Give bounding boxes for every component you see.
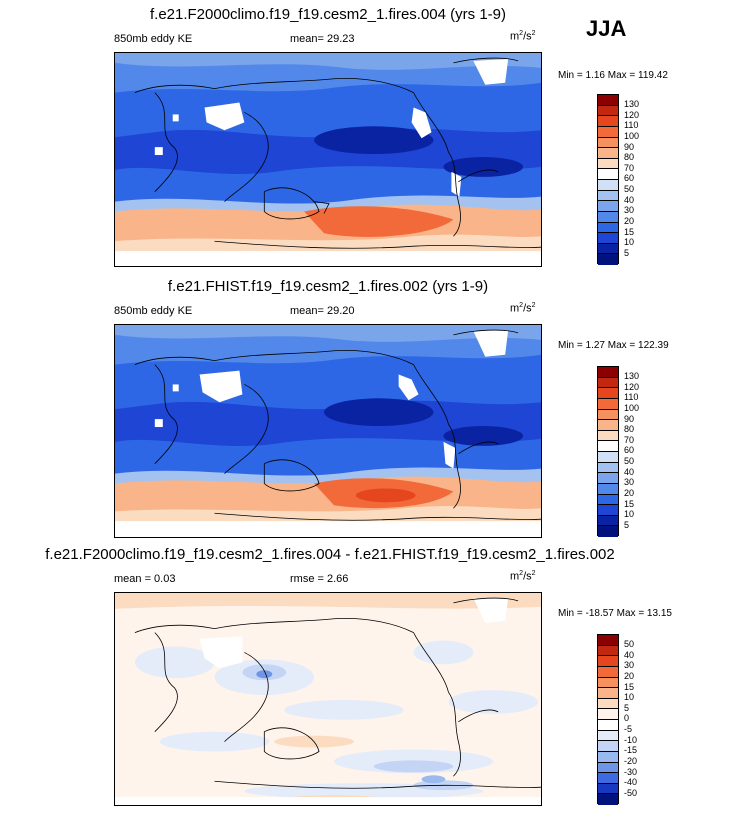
panel2-title: f.e21.FHIST.f19_f19.cesm2_1.fires.002 (y… bbox=[167, 278, 489, 295]
panel1-colorbar bbox=[597, 94, 619, 265]
panel3-minmax: Min = -18.57 Max = 13.15 bbox=[558, 608, 672, 619]
panel2-level: 30 bbox=[624, 477, 635, 488]
panel1-variable: 850mb eddy KE bbox=[114, 33, 193, 45]
panel3-map-svg bbox=[115, 593, 541, 805]
panel2-level: 80 bbox=[624, 424, 635, 435]
panel2-map-svg bbox=[115, 325, 541, 537]
panel3-level: -5 bbox=[624, 724, 633, 734]
panel2-level: 100 bbox=[624, 402, 640, 413]
panel1-level: 60 bbox=[624, 173, 635, 184]
panel1-level: 50 bbox=[624, 184, 635, 194]
panel3-level: 20 bbox=[624, 670, 635, 681]
panel3-colorbar bbox=[597, 634, 619, 805]
panel2-units: m2/s2 bbox=[510, 302, 536, 315]
panel3-level: -15 bbox=[624, 745, 638, 756]
season-label: JJA bbox=[586, 16, 627, 41]
panel2-level: 20 bbox=[624, 487, 635, 498]
panel3-level: 5 bbox=[624, 702, 630, 713]
panel1-level: 100 bbox=[624, 130, 640, 141]
panel1-level: 130 bbox=[624, 99, 640, 109]
panel2-map bbox=[114, 324, 542, 538]
panel2-level: 110 bbox=[624, 392, 639, 403]
panel3-rmse: rmse = 2.66 bbox=[290, 573, 349, 585]
panel3-level: -50 bbox=[624, 787, 638, 798]
panel1-title: f.e21.F2000climo.f19_f19.cesm2_1.fires.0… bbox=[149, 6, 506, 23]
panel1-level: 90 bbox=[624, 141, 635, 152]
panel1-level: 70 bbox=[624, 162, 635, 173]
panel3-level: -10 bbox=[624, 734, 638, 745]
panel1-level: 10 bbox=[624, 237, 635, 248]
panel3-level: 0 bbox=[624, 713, 630, 724]
panel2-variable: 850mb eddy KE bbox=[114, 305, 193, 317]
panel3-mean: mean = 0.03 bbox=[114, 573, 176, 585]
panel2-level: 90 bbox=[624, 413, 635, 424]
panel2-minmax: Min = 1.27 Max = 122.39 bbox=[558, 340, 669, 351]
panel3-units: m2/s2 bbox=[510, 570, 536, 583]
panel1-mean: mean= 29.23 bbox=[290, 33, 355, 45]
panel2-mean: mean= 29.20 bbox=[290, 305, 355, 317]
panel1-minmax: Min = 1.16 Max = 119.42 bbox=[558, 70, 668, 81]
panel3-level: -40 bbox=[624, 777, 638, 788]
panel1-level: 30 bbox=[624, 205, 635, 216]
panel3-level: 15 bbox=[624, 681, 635, 692]
panel1-level: 15 bbox=[624, 226, 635, 237]
panel2-colorbar bbox=[597, 366, 619, 537]
panel3-level: 30 bbox=[624, 660, 635, 671]
panel3-level: 40 bbox=[624, 649, 635, 660]
panel3-level: 50 bbox=[624, 639, 635, 649]
panel1-level: 120 bbox=[624, 109, 640, 120]
panel3-level: 10 bbox=[624, 692, 635, 703]
panel2-level: 60 bbox=[624, 445, 635, 456]
panel2-level: 50 bbox=[624, 456, 635, 466]
panel1-units: m2/s2 bbox=[510, 30, 536, 43]
panel2-level: 10 bbox=[624, 509, 635, 520]
panel3-level: -20 bbox=[624, 755, 638, 766]
panel2-level: 70 bbox=[624, 434, 635, 445]
panel3-map bbox=[114, 592, 542, 806]
panel3-title: f.e21.F2000climo.f19_f19.cesm2_1.fires.0… bbox=[45, 546, 615, 563]
panel1-level: 20 bbox=[624, 215, 635, 226]
panel1-level: 110 bbox=[624, 120, 639, 131]
panel1-level: 40 bbox=[624, 194, 635, 205]
panel2-level: 120 bbox=[624, 381, 640, 392]
panel1-map-svg bbox=[115, 53, 541, 266]
panel2-level: 15 bbox=[624, 498, 635, 509]
panel2-level: 5 bbox=[624, 519, 630, 530]
panel1-map bbox=[114, 52, 542, 267]
panel2-level: 130 bbox=[624, 371, 640, 381]
panel1-level: 5 bbox=[624, 247, 630, 258]
panel2-level: 40 bbox=[624, 466, 635, 477]
panel1-level: 80 bbox=[624, 152, 635, 163]
panel3-level: -30 bbox=[624, 766, 638, 777]
